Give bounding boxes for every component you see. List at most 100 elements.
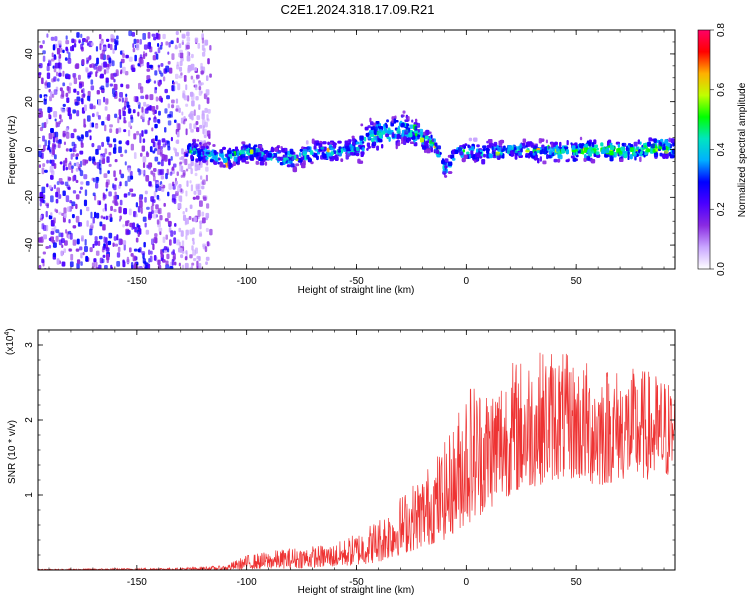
spectrogram-cell (639, 147, 644, 152)
spectrogram-cell (113, 184, 117, 191)
spectrogram-cell (89, 71, 93, 75)
spectrogram-cell (127, 167, 131, 173)
spectrogram-cell (371, 137, 375, 143)
spectrogram-cell (175, 190, 179, 196)
spectrogram-cell (85, 39, 89, 43)
snr-x-ticks: -150 -100 -50 0 50 (48, 330, 665, 588)
spectrogram-cell (255, 160, 260, 165)
spectrogram-cell (159, 44, 163, 50)
spectrogram-cell (65, 166, 68, 171)
spectrogram-cell (126, 230, 130, 235)
spectrogram-cell (203, 196, 207, 202)
spectrogram-cell (43, 121, 47, 128)
spectrogram-cell (201, 145, 206, 150)
spectrogram-cell (184, 256, 188, 261)
spectrogram-cell (258, 151, 262, 157)
spectrogram-cell (150, 170, 154, 175)
spectrogram-cell (98, 264, 102, 269)
spectrogram-cell (121, 97, 124, 103)
spectrogram-cell (96, 90, 100, 95)
spectrogram-cell (114, 243, 119, 247)
spectrogram-cell (157, 66, 161, 72)
spectrogram-cell (147, 32, 151, 39)
spectrogram-cell (355, 141, 360, 145)
spectrogram-cell (114, 159, 118, 163)
spectrogram-cell (565, 149, 569, 155)
spectrogram-cell (132, 43, 135, 49)
spectrogram-x-tick-label: 0 (464, 276, 470, 287)
spectrogram-cell (133, 152, 137, 160)
spectrogram-cell (144, 130, 148, 134)
spectrogram-cell (74, 101, 79, 106)
spectrogram-cell (366, 133, 370, 138)
spectrogram-cell (340, 158, 344, 162)
spectrogram-cell (89, 135, 92, 141)
spectrogram-cell (466, 151, 470, 155)
spectrogram-cell (575, 151, 578, 156)
spectrogram-cell (103, 96, 106, 103)
spectrogram-cell (152, 138, 156, 142)
spectrogram-cell (647, 141, 651, 147)
spectrogram-cell (158, 81, 161, 87)
spectrogram-cell (128, 30, 133, 37)
spectrogram-cell (367, 125, 371, 129)
spectrogram-cell (653, 152, 659, 158)
spectrogram-cell (167, 51, 170, 55)
spectrogram-cell (118, 206, 122, 214)
spectrogram-cell (384, 122, 387, 127)
spectrogram-cell (419, 131, 423, 136)
spectrogram-cell (665, 154, 669, 159)
spectrogram-cell (279, 162, 284, 166)
spectrogram-cell (248, 143, 251, 149)
spectrogram-cell (195, 185, 200, 192)
spectrogram-cell (133, 96, 137, 102)
spectrogram-cell (38, 164, 42, 169)
spectrogram-cell (217, 161, 220, 165)
spectrogram-cell (192, 79, 195, 84)
spectrogram-cell (424, 135, 429, 140)
spectrogram-cell (205, 256, 210, 261)
spectrogram-cell (78, 190, 82, 194)
spectrogram-cell (112, 48, 115, 54)
spectrogram-cell (413, 130, 419, 134)
spectrogram-cell (181, 33, 186, 39)
spectrogram-cell (98, 164, 102, 171)
spectrogram-cell (200, 175, 203, 180)
spectrogram-cell (572, 157, 577, 162)
spectrogram-cell (360, 123, 364, 127)
spectrogram-cell (190, 110, 194, 117)
spectrogram-cell (48, 149, 52, 153)
spectrogram-cell (92, 217, 95, 224)
spectrogram-cell (188, 113, 191, 118)
spectrogram-cell (49, 165, 54, 173)
spectrogram-cell (52, 149, 55, 156)
spectrogram-cell (186, 36, 191, 42)
spectrogram-cell (196, 260, 199, 268)
spectrogram-cell (553, 158, 558, 163)
spectrogram-cell (425, 129, 430, 135)
spectrogram-cell (195, 158, 199, 163)
spectrogram-cell (587, 152, 592, 157)
spectrogram-cell (190, 264, 194, 269)
spectrogram-cell (124, 149, 128, 154)
spectrogram-cell (155, 105, 159, 110)
spectrogram-cell (201, 211, 205, 217)
spectrogram-cell (164, 88, 168, 94)
spectrogram-cell (206, 159, 209, 166)
spectrogram-cell (138, 266, 143, 269)
colorbar-tick-label: 0.6 (716, 82, 727, 96)
spectrogram-cell (602, 147, 606, 152)
spectrogram-cell (164, 154, 168, 162)
spectrogram-cell (507, 145, 512, 151)
spectrogram-cell (650, 143, 656, 149)
spectrogram-cell (78, 83, 83, 89)
spectrogram-cell (136, 130, 140, 136)
spectrogram-cell (88, 129, 92, 133)
spectrogram-cell (618, 150, 623, 155)
spectrogram-cell (114, 202, 119, 206)
spectrogram-cell (123, 193, 128, 198)
spectrogram-cell (75, 215, 80, 223)
spectrogram-cell (180, 230, 184, 237)
spectrogram-x-ticks: -150 -100 -50 0 50 (48, 30, 665, 287)
spectrogram-cell (177, 202, 182, 210)
